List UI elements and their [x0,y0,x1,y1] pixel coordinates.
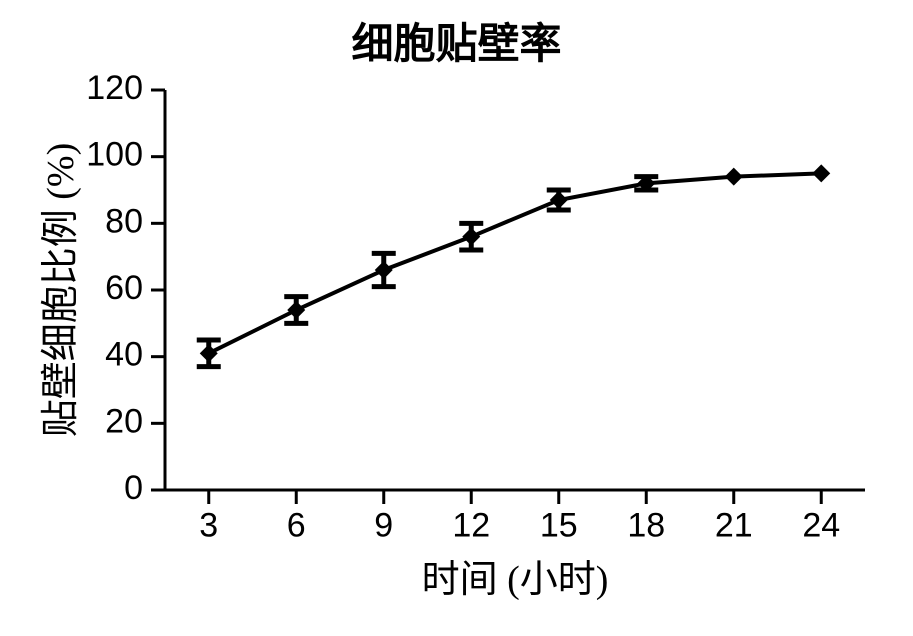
chart-container: 细胞贴壁率 0204060801001203691215182124时间 (小时… [0,0,913,636]
y-tick-label: 40 [105,336,143,374]
data-marker [462,228,480,246]
data-marker [375,261,393,279]
data-marker [200,344,218,362]
y-tick-label: 120 [86,69,143,107]
x-tick-label: 24 [802,506,840,544]
data-line [209,173,822,353]
y-tick-label: 60 [105,269,143,307]
x-tick-label: 6 [287,506,306,544]
data-marker [287,301,305,319]
y-axis-label: 贴壁细胞比例 (%) [40,143,82,437]
x-tick-label: 12 [452,506,490,544]
x-axis-label: 时间 (小时) [422,559,609,601]
x-tick-label: 15 [540,506,578,544]
data-marker [725,168,743,186]
chart-plot: 0 20 40 60 80 100 120 3 6 9 12 15 18 21 24 时间 (小时) 贴壁细胞比… [0,0,913,636]
x-tick-label: 18 [627,506,665,544]
y-tick-label: 0 [124,469,143,507]
x-tick-label: 3 [199,506,218,544]
y-tick-label: 20 [105,402,143,440]
data-marker [812,164,830,182]
data-marker [550,191,568,209]
y-tick-label: 80 [105,202,143,240]
y-tick-label: 100 [86,136,143,174]
x-tick-label: 21 [715,506,753,544]
x-tick-label: 9 [374,506,393,544]
